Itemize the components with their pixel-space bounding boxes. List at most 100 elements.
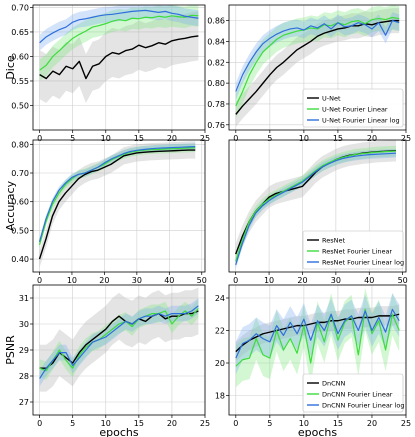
x-tick-label: 25 (401, 419, 411, 428)
legend-label: DnCNN (322, 380, 346, 388)
x-tick-label: 0 (37, 419, 42, 428)
y-tick-label: 0.86 (207, 17, 225, 26)
plot-frame (228, 139, 407, 273)
x-tick-label: 5 (267, 134, 272, 143)
series-line-black (39, 310, 199, 369)
x-tick-label: 15 (134, 419, 144, 428)
series-line-green (235, 150, 397, 262)
series-line-green (39, 308, 199, 372)
x-tick-label: 5 (70, 134, 75, 143)
x-tick-label: 50 (398, 276, 408, 285)
y-tick-label: 31 (19, 294, 29, 303)
series-band-green (235, 5, 400, 119)
legend-label: DnCNN Fourier Linear log (322, 402, 404, 410)
legend-label: ResNet Fourier Linear log (322, 259, 404, 267)
chart-panel-1: 0 5 10 15 20 25 0.50 0.55 0.60 0.65 0.70 Dice (4, 3, 210, 143)
legend: U-Net U-Net Fourier Linear U-Net Fourier L… (302, 88, 404, 128)
x-axis-label: epochs (298, 426, 337, 437)
series-line-green (38, 147, 196, 245)
x-tick-label: 50 (197, 276, 207, 285)
y-tick-label: 27 (19, 398, 29, 407)
x-tick-label: 40 (164, 276, 174, 285)
x-tick-label: 0 (233, 276, 238, 285)
y-tick-label: 0.76 (207, 121, 225, 130)
x-tick-label: 15 (333, 419, 343, 428)
legend-box (302, 373, 404, 413)
legend: ResNet ResNet Fourier Linear ResNet Fourie… (302, 230, 404, 270)
legend-box (302, 230, 404, 270)
x-tick-label: 15 (134, 134, 144, 143)
y-tick-label: 0.60 (11, 52, 29, 61)
x-tick-label: 30 (132, 276, 142, 285)
y-tick-label: 0.60 (11, 198, 29, 207)
x-tick-label: 20 (167, 134, 177, 143)
x-tick-label: 0 (233, 134, 238, 143)
x-tick-label: 0 (37, 134, 42, 143)
series-line-blue (235, 20, 400, 92)
y-tick-label: 0.78 (207, 100, 225, 109)
series-band-black (39, 11, 199, 104)
x-tick-label: 30 (331, 276, 341, 285)
y-axis-label: PSNR (4, 335, 17, 365)
y-tick-label: 0.80 (207, 79, 225, 88)
series-band-green (235, 288, 400, 388)
y-tick-label: 0.40 (11, 255, 29, 264)
legend-label: DnCNN Fourier Linear (322, 391, 393, 399)
y-tick-label: 0.50 (11, 226, 29, 235)
y-tick-label: 0.70 (11, 3, 29, 12)
plot-frame (32, 139, 206, 273)
x-tick-label: 15 (333, 134, 343, 143)
x-tick-label: 5 (267, 419, 272, 428)
chart-panel-3: 0 10 20 30 40 50 0.40 0.50 0.60 0.70 0.80 Accuracy (4, 139, 207, 285)
series-line-black (38, 149, 196, 260)
x-tick-label: 10 (101, 419, 111, 428)
x-tick-label: 25 (200, 419, 210, 428)
series-band-green (39, 299, 199, 380)
y-tick-label: 0.70 (11, 169, 29, 178)
series-band-black (235, 8, 400, 127)
chart-panel-2: 0 5 10 15 20 250.760.780.800.820.840.86U-NetU… (207, 4, 411, 143)
x-axis-label: epochs (99, 426, 138, 437)
x-tick-label: 0 (37, 276, 42, 285)
y-axis-label: Accuracy (4, 180, 17, 231)
y-tick-label: 24 (215, 294, 225, 303)
series-band-black (39, 141, 196, 268)
legend-label: U-Net (322, 95, 341, 103)
legend-box (302, 88, 404, 128)
y-tick-label: 30 (19, 320, 29, 329)
series-line-blue (38, 146, 196, 243)
series-line-black (235, 19, 400, 115)
series-line-green (39, 14, 199, 71)
plot-frame (228, 4, 407, 131)
series-line-blue (39, 9, 199, 44)
chart-panel-6: 0 5 10 15 20 25 18 20 22 24 epochs DnCNN DnCNN Fouri… (215, 284, 411, 437)
series-line-blue (39, 305, 199, 379)
series-band-green (39, 5, 199, 81)
x-tick-label: 10 (264, 276, 274, 285)
plot-frame (32, 4, 206, 131)
y-tick-label: 0.65 (11, 28, 29, 37)
x-tick-label: 20 (99, 276, 109, 285)
x-tick-label: 25 (200, 134, 210, 143)
y-tick-label: 0.82 (207, 58, 225, 67)
legend-label: U-Net Fourier Linear log (322, 117, 400, 125)
y-tick-label: 20 (215, 359, 225, 368)
series-band-blue (39, 298, 199, 387)
x-tick-label: 10 (299, 134, 309, 143)
x-tick-label: 10 (299, 419, 309, 428)
y-tick-label: 0.55 (11, 77, 29, 86)
chart-panel-5: 0 5 10 15 20 25 27 28 29 30 31 PSNR epochs (4, 284, 210, 437)
legend-label: ResNet (322, 237, 345, 245)
x-tick-label: 20 (297, 276, 307, 285)
legend-label: U-Net Fourier Linear (322, 106, 388, 114)
series-line-green (235, 16, 400, 107)
series-line-black (39, 35, 199, 80)
x-tick-label: 40 (364, 276, 374, 285)
legend-label: ResNet Fourier Linear (322, 248, 392, 256)
x-tick-label: 10 (67, 276, 77, 285)
x-tick-label: 25 (401, 134, 411, 143)
x-tick-label: 0 (233, 419, 238, 428)
y-tick-label: 0.80 (11, 140, 29, 149)
